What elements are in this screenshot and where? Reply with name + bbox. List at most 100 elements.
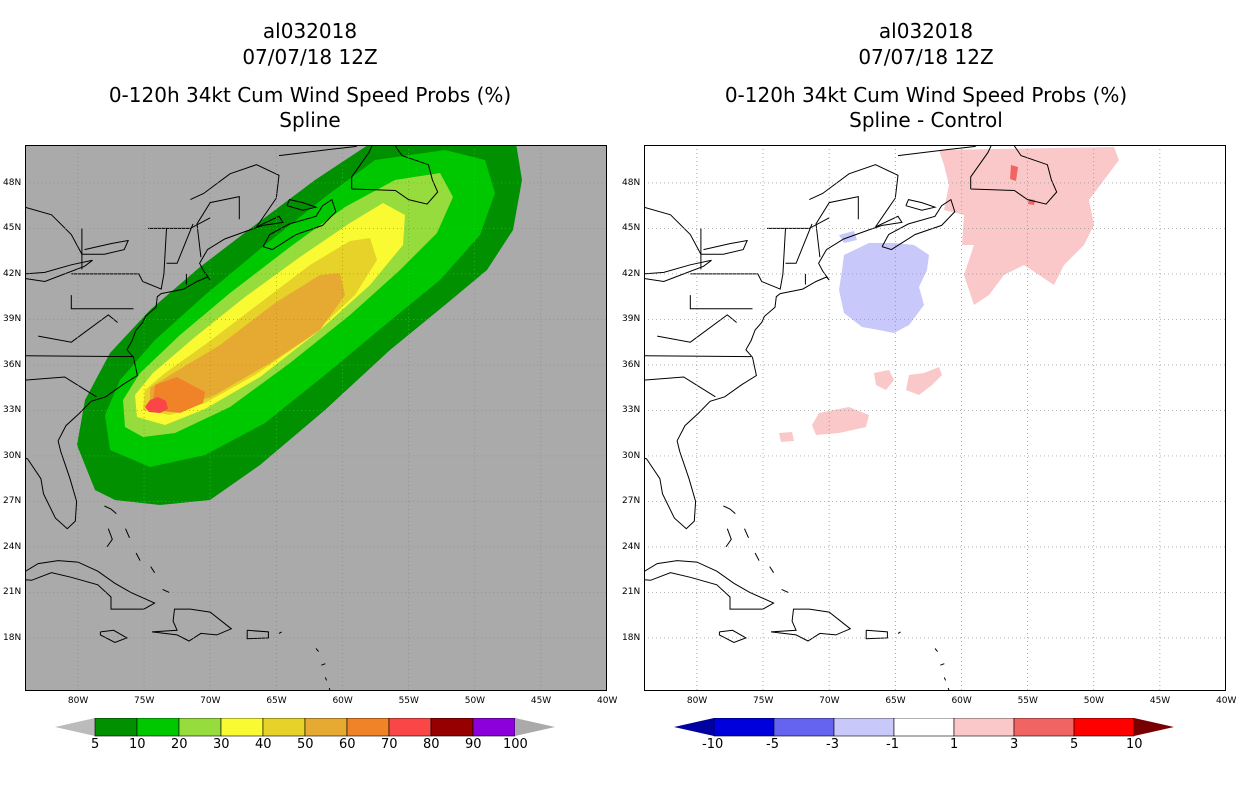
left-map-frame <box>25 145 607 691</box>
colorbar-tick-label: 10 <box>1126 737 1143 752</box>
coastline-segment <box>190 164 280 228</box>
coastline-segment <box>106 528 113 548</box>
right-storm-id: al032018 <box>878 19 974 43</box>
latitude-label: 21N <box>3 587 22 598</box>
latitude-label: 45N <box>3 223 22 234</box>
colorbar-under-arrow <box>674 718 714 736</box>
latitude-label: 21N <box>622 587 641 598</box>
diff-positive-south2 <box>779 432 794 442</box>
coastline-segment <box>38 314 118 343</box>
colorbar-swatch <box>304 718 348 737</box>
left-product-title: 0-120h 34kt Cum Wind Speed Probs (%) <box>108 83 512 107</box>
colorbar-swatch <box>346 718 390 737</box>
coastline-segment <box>644 560 775 610</box>
colorbar-tick-label: -3 <box>826 737 839 752</box>
longitude-label: 60W <box>951 696 972 706</box>
right-datetime: 07/07/18 12Z <box>858 45 994 69</box>
coastline-segment <box>767 217 830 229</box>
coastline-segment <box>351 145 439 205</box>
longitude-label: 65W <box>266 696 287 706</box>
latitude-label: 27N <box>3 496 22 507</box>
right-colorbar <box>674 718 1174 737</box>
right-product-title: 0-120h 34kt Cum Wind Speed Probs (%) <box>724 83 1128 107</box>
colorbar-swatch <box>388 718 432 737</box>
longitude-label: 45W <box>1149 696 1171 706</box>
coastline-segment <box>970 145 1058 205</box>
colorbar-tick-label: -1 <box>886 737 899 752</box>
coastline-segment <box>644 259 712 283</box>
colorbar-tick-label: 30 <box>213 737 230 752</box>
diff-positive-mid <box>906 367 942 395</box>
coastline-segment <box>754 552 760 561</box>
latitude-label: 39N <box>3 314 22 325</box>
diff-positive-mid2 <box>874 370 894 390</box>
coastline-segment <box>676 215 903 442</box>
longitude-label: 80W <box>686 696 708 706</box>
coastline-segment <box>196 195 240 258</box>
longitude-label: 65W <box>885 696 906 706</box>
coastline-segment <box>815 195 859 258</box>
longitude-label: 75W <box>134 696 155 706</box>
left-subtitle: Spline <box>279 108 341 132</box>
colorbar-swatch <box>178 718 222 737</box>
colorbar-swatch <box>713 718 775 737</box>
colorbar-tick-label: 1 <box>950 737 959 752</box>
colorbar-tick-label: 5 <box>1070 737 1079 752</box>
right-difference-contours <box>779 147 1119 442</box>
colorbar-tick-label: 60 <box>339 737 356 752</box>
coastline-segment <box>324 677 328 681</box>
coastline-segment <box>723 505 736 514</box>
longitude-label: 45W <box>530 696 552 706</box>
colorbar-tick-label: 10 <box>129 737 146 752</box>
coastline-segment <box>769 566 775 573</box>
coastline-segment <box>644 206 749 255</box>
coastline-segment <box>315 648 319 652</box>
colorbar-tick-label: 3 <box>1010 737 1019 752</box>
longitude-label: 55W <box>398 696 419 706</box>
right-map-frame <box>644 145 1226 691</box>
colorbar-over-arrow <box>515 718 555 736</box>
colorbar-tick-label: 80 <box>423 737 440 752</box>
latitude-label: 36N <box>3 359 22 370</box>
latitude-label: 39N <box>622 314 641 325</box>
left-probability-map <box>25 145 607 691</box>
left-storm-id: al032018 <box>262 19 358 43</box>
right-map-background <box>644 145 1226 691</box>
longitude-label: 40W <box>1216 696 1236 706</box>
coastline-segment <box>148 217 211 229</box>
right-coastlines <box>644 145 1058 691</box>
latitude-label: 27N <box>622 496 641 507</box>
longitude-label: 70W <box>819 696 840 706</box>
coastline-segment <box>25 206 130 255</box>
colorbar-swatch <box>262 718 306 737</box>
coastline-segment <box>934 648 938 652</box>
longitude-label: 60W <box>332 696 353 706</box>
colorbar-tick-label: 70 <box>381 737 398 752</box>
colorbar-tick-label: 50 <box>297 737 314 752</box>
coastline-segment <box>151 608 233 642</box>
coastline-segment <box>71 228 167 290</box>
coastline-segment <box>321 663 326 666</box>
colorbar-tick-label: 20 <box>171 737 188 752</box>
latitude-label: 36N <box>622 359 641 370</box>
coastline-segment <box>286 199 318 211</box>
left-datetime: 07/07/18 12Z <box>242 45 378 69</box>
diff-positive-spot <box>1010 165 1018 181</box>
latitude-label: 18N <box>622 632 641 643</box>
colorbar-swatch <box>833 718 895 737</box>
coastline-segment <box>781 588 789 593</box>
colorbar-swatch <box>893 718 955 737</box>
latitude-label: 42N <box>3 268 22 279</box>
left-title-block: al032018 07/07/18 12Z 0-120h 34kt Cum Wi… <box>30 18 590 132</box>
coastline-segment <box>689 295 753 310</box>
coastline-segment <box>644 355 752 358</box>
coastline-segment <box>725 528 732 548</box>
diff-negative-region <box>839 243 929 333</box>
coastline-segment <box>57 215 284 442</box>
left-colorbar <box>55 718 555 737</box>
coastline-segment <box>99 629 129 644</box>
coastline-segment <box>644 376 716 398</box>
coastline-segment <box>644 440 697 530</box>
colorbar-swatch <box>94 718 138 737</box>
right-subtitle: Spline - Control <box>849 108 1003 132</box>
